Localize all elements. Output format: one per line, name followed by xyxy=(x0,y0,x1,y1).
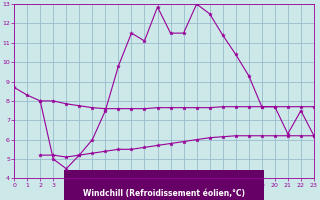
X-axis label: Windchill (Refroidissement éolien,°C): Windchill (Refroidissement éolien,°C) xyxy=(83,189,245,198)
